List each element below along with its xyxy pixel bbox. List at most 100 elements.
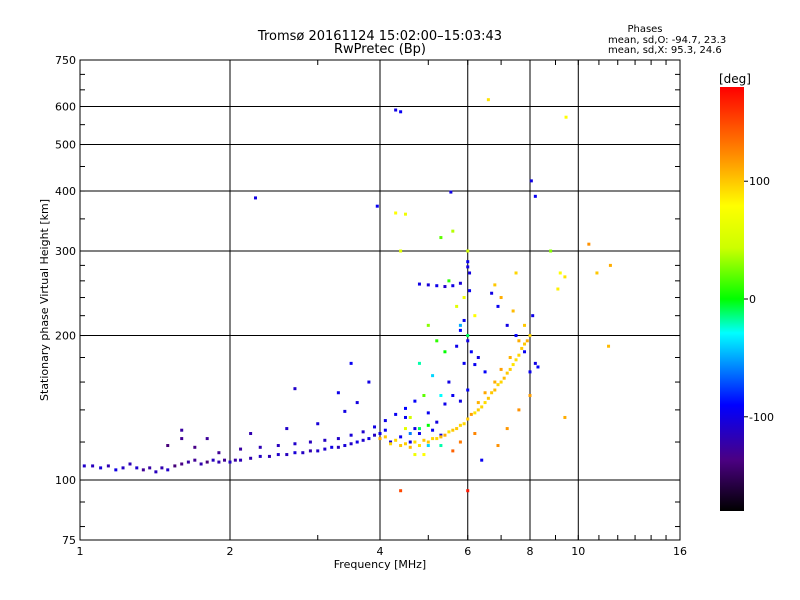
scatter-point-x [523,342,527,346]
scatter-point-o [490,291,494,295]
scatter-point-o [443,402,447,406]
scatter-point-o [426,411,430,415]
scatter-point-o [336,437,340,441]
scatter-point-x [439,394,443,398]
scatter-point-o [403,415,407,419]
grid-layer [79,59,681,540]
scatter-point-x [417,427,421,431]
scatter-point-x [431,374,435,378]
scatter-point-x [476,408,480,412]
scatter-point-x [525,339,529,343]
scatter-point-o [408,440,412,444]
scatter-point-o [308,449,312,453]
scatter-point-x [493,380,497,384]
scatter-point-o [533,194,537,198]
scatter-point-o [447,380,451,384]
scatter-point-x [426,423,430,427]
scatter-point-o [205,460,209,464]
scatter-point-x [483,391,487,395]
scatter-point-x [508,367,512,371]
scatter-point-o [114,468,118,472]
scatter-point-x [458,423,462,427]
scatter-point-o [458,328,462,332]
scatter-point-o [458,281,462,285]
x-axis-ticks: 1 2 4 6 8 10 16 [77,60,687,558]
scatter-point-o [514,334,518,338]
scatter-point-o [293,451,297,455]
x-tick-label: 16 [673,545,687,558]
scatter-point-x [499,367,503,371]
scatter-point-o [466,265,470,269]
scatter-point-x [517,408,521,412]
colorbar-tick-label: 100 [749,175,770,188]
scatter-point-o [383,419,387,423]
scatter-point-o [336,391,340,395]
scatter-point-x [408,445,412,449]
chart-title: Tromsø 20161124 15:02:00–15:03:43 [257,29,502,44]
scatter-point-o [528,370,532,374]
scatter-point-o [451,394,455,398]
scatter-point-x [389,442,393,446]
scatter-point-o [239,458,243,462]
x-tick-label: 1 [77,545,84,558]
scatter-point-x [439,444,443,448]
scatter-point-o [389,440,393,444]
plot-area: 1 2 4 6 8 10 16 75 100 200 300 400 500 600 750 [55,54,687,558]
scatter-point-x [505,371,509,375]
scatter-point-x [455,304,459,308]
scatter-point-x [483,401,487,405]
scatter-point-o [276,444,280,448]
scatter-point-x [564,115,568,119]
scatter-point-o [253,196,257,200]
scatter-point-x [549,249,553,253]
stats-line-o: mean, sd,O: -94.7, 23.3 [608,35,726,46]
y-tick-label: 100 [55,474,76,487]
scatter-point-o [355,440,359,444]
scatter-point-x [486,98,490,102]
scatter-point-x [451,428,455,432]
scatter-point-o [330,445,334,449]
colorbar-tick-label: 0 [749,293,756,306]
scatter-point-x [408,432,412,436]
scatter-point-x [493,283,497,287]
scatter-point-o [173,464,177,468]
scatter-point-o [186,460,190,464]
scatter-point-o [413,427,417,431]
scatter-point-x [431,437,435,441]
scatter-point-o [166,468,170,472]
scatter-point-x [473,411,477,415]
scatter-point-o [148,466,152,470]
scatter-point-x [511,363,515,367]
scatter-point-o [373,433,377,437]
scatter-point-x [403,442,407,446]
scatter-point-o [160,466,164,470]
scatter-point-x [480,405,484,409]
scatter-point-o [462,361,466,365]
scatter-point-o [383,428,387,432]
scatter-point-o [536,365,540,369]
scatter-point-o [239,447,243,451]
scatter-point-o [466,260,470,264]
scatter-point-o [301,451,305,455]
scatter-point-o [426,283,430,287]
scatter-point-x [595,271,599,275]
scatter-point-o [128,462,132,466]
scatter-point-o [285,427,289,431]
scatter-point-x [520,346,524,350]
scatter-point-x [490,391,494,395]
scatter-point-x [399,249,403,253]
scatter-point-x [496,444,500,448]
scatter-point-o [316,422,320,426]
scatter-point-x [508,355,512,359]
y-tick-label: 500 [55,139,76,152]
scatter-point-x [422,394,426,398]
x-tick-label: 8 [527,545,534,558]
scatter-point-x [443,350,447,354]
scatter-point-o [458,399,462,403]
scatter-point-x [496,383,500,387]
scatter-point-o [435,284,439,288]
scatter-point-x [563,275,567,279]
scatter-point-x [458,323,462,327]
points-layer [82,98,612,493]
scatter-point-o [468,289,472,293]
